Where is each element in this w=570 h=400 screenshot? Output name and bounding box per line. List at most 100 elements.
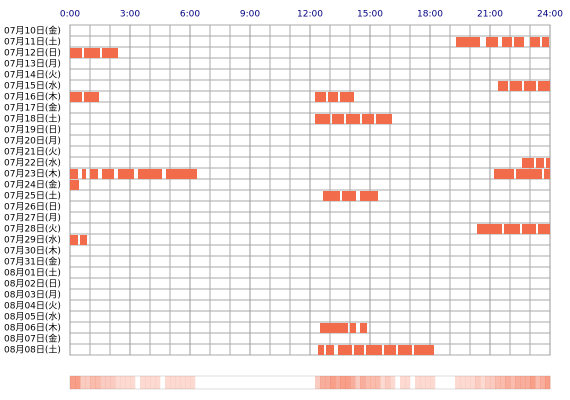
segment (102, 169, 114, 179)
summary-cell (485, 376, 491, 389)
summary-cell (70, 376, 76, 389)
summary-cell (145, 376, 151, 389)
segment (362, 114, 374, 124)
segment (342, 191, 356, 201)
row-label: 07月26日(日) (4, 202, 61, 213)
segment (538, 81, 550, 91)
segment (522, 158, 534, 168)
summary-cell (490, 376, 496, 389)
segment (70, 169, 78, 179)
row-label: 08月01日(土) (4, 267, 61, 279)
segment (398, 345, 412, 355)
segment (332, 114, 344, 124)
segment (530, 37, 540, 47)
segment (350, 323, 356, 333)
segment (384, 345, 396, 355)
summary-cell (500, 376, 506, 389)
summary-cell (325, 376, 331, 389)
segment (456, 37, 480, 47)
x-tick-label: 9:00 (240, 10, 260, 20)
summary-cell (385, 376, 391, 389)
segment (414, 345, 434, 355)
x-tick-label: 18:00 (417, 10, 443, 20)
summary-cell (100, 376, 106, 389)
segment (486, 37, 498, 47)
row-label: 07月13日(月) (4, 59, 61, 70)
segment (546, 158, 550, 168)
row-label: 07月20日(月) (4, 136, 61, 147)
segment (90, 169, 98, 179)
x-tick-label: 15:00 (357, 10, 383, 20)
summary-cell (465, 376, 471, 389)
row-label: 07月31日(金) (4, 256, 61, 268)
summary-cell (540, 376, 546, 389)
segment (354, 345, 364, 355)
x-tick-label: 0:00 (60, 10, 80, 20)
summary-cell (190, 376, 196, 389)
summary-cell (320, 376, 326, 389)
summary-cell (75, 376, 81, 389)
row-label: 07月28日(火) (4, 224, 61, 235)
segment (376, 114, 392, 124)
segment (360, 191, 378, 201)
row-label: 07月19日(日) (4, 125, 61, 136)
summary-cell (330, 376, 336, 389)
summary-cell (355, 376, 361, 389)
summary-cell (405, 376, 411, 389)
row-label: 07月30日(木) (4, 245, 61, 257)
summary-cell (530, 376, 536, 389)
summary-cell (130, 376, 136, 389)
summary-cell (510, 376, 516, 389)
summary-cell (370, 376, 376, 389)
summary-cell (390, 376, 396, 389)
segment (315, 114, 330, 124)
summary-cell (185, 376, 191, 389)
summary-cell (520, 376, 526, 389)
segment (315, 92, 326, 102)
row-label: 08月03日(月) (4, 290, 61, 301)
summary-cell (110, 376, 116, 389)
segment (502, 37, 512, 47)
summary-cell (340, 376, 346, 389)
summary-cell (115, 376, 121, 389)
segment (542, 37, 549, 47)
x-tick-label: 3:00 (120, 10, 140, 20)
summary-cell (175, 376, 181, 389)
row-label: 07月11日(土) (4, 36, 61, 48)
summary-cell (345, 376, 351, 389)
segment (477, 224, 502, 234)
summary-cell (515, 376, 521, 389)
summary-cell (420, 376, 426, 389)
segment (70, 180, 79, 190)
row-label: 07月12日(日) (4, 48, 61, 59)
summary-cell (90, 376, 96, 389)
summary-cell (170, 376, 176, 389)
row-label: 07月25日(土) (4, 190, 61, 202)
segment (323, 191, 340, 201)
segment (514, 37, 524, 47)
segment (346, 114, 360, 124)
summary-cell (105, 376, 111, 389)
segment (118, 169, 134, 179)
segment (504, 224, 520, 234)
segment (70, 48, 82, 58)
summary-cell (125, 376, 131, 389)
summary-cell (165, 376, 171, 389)
segment (538, 224, 550, 234)
segment (498, 81, 508, 91)
segment (510, 81, 522, 91)
summary-cell (455, 376, 461, 389)
summary-cell (525, 376, 531, 389)
segment (70, 235, 78, 245)
row-label: 07月29日(水) (4, 234, 61, 246)
row-label: 07月24日(金) (4, 179, 61, 191)
segment (84, 48, 100, 58)
x-tick-label: 24:00 (537, 10, 563, 20)
summary-cell (140, 376, 146, 389)
segment (544, 169, 550, 179)
row-label: 07月10日(金) (4, 25, 61, 37)
segment (328, 92, 338, 102)
segment (516, 169, 542, 179)
summary-cell (150, 376, 156, 389)
summary-cell (155, 376, 161, 389)
